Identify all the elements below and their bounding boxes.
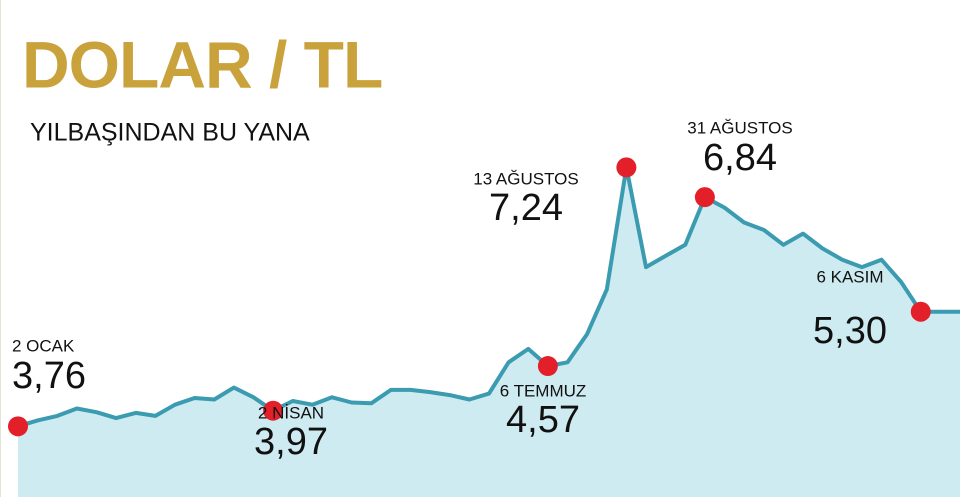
area-fill: [18, 167, 960, 497]
date-label: 13 AĞUSTOS: [473, 169, 579, 188]
highlight-marker: [8, 416, 28, 437]
price-line: [17, 165, 960, 429]
highlight-marker: [694, 187, 715, 208]
date-label: 6 TEMMUZ: [500, 381, 587, 400]
highlight-marker: [910, 301, 931, 322]
value-label: 3,97: [254, 421, 328, 463]
date-label: 2 OCAK: [12, 336, 75, 355]
value-label: 5,30: [813, 310, 887, 352]
highlight-marker: [616, 157, 637, 178]
highlight-marker: [263, 400, 284, 421]
value-label: 4,57: [506, 399, 580, 441]
value-label: 7,24: [489, 187, 563, 229]
chart-subtitle: YILBAŞINDAN BU YANA: [30, 119, 310, 147]
value-label: 6,84: [703, 137, 777, 179]
highlight-marker: [537, 356, 558, 377]
plot-area: [8, 157, 960, 497]
date-label: 6 KASIM: [816, 267, 883, 286]
value-label: 3,76: [12, 355, 86, 397]
date-label: 2 NİSAN: [258, 403, 324, 422]
chart-title: DOLAR / TL: [22, 27, 382, 101]
date-label: 31 AĞUSTOS: [687, 118, 793, 137]
